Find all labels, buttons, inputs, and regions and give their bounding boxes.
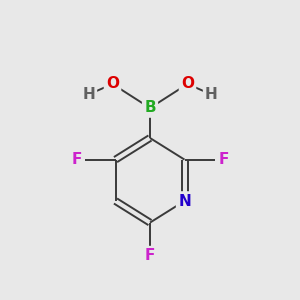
Text: B: B (144, 100, 156, 116)
Text: O: O (106, 76, 119, 92)
Text: H: H (205, 87, 218, 102)
Text: O: O (181, 76, 194, 92)
Text: F: F (145, 248, 155, 263)
Text: F: F (71, 152, 82, 167)
Text: H: H (82, 87, 95, 102)
Text: F: F (218, 152, 229, 167)
Text: N: N (178, 194, 191, 208)
